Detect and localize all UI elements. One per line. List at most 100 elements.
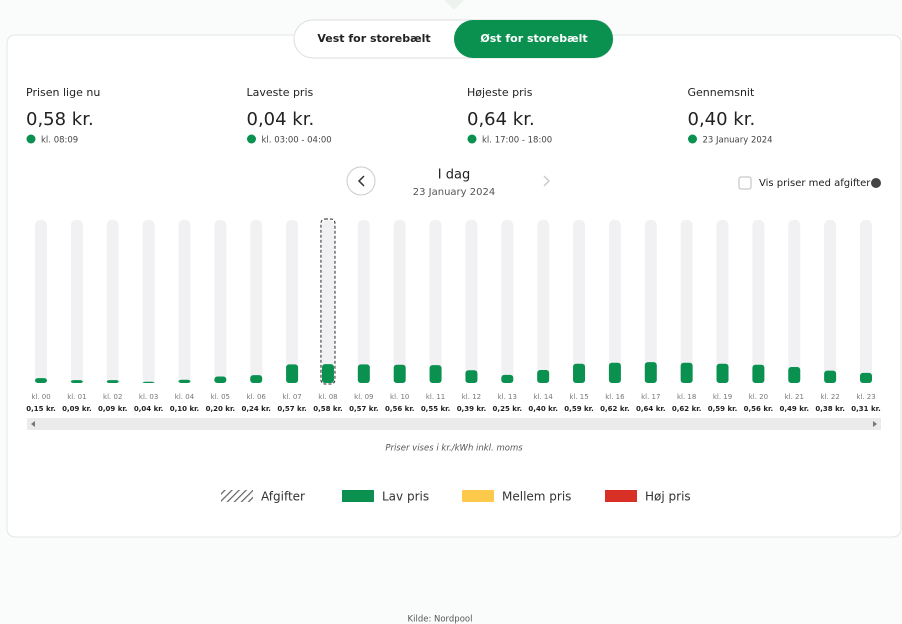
bar-track [680, 220, 693, 383]
x-tick-label: kl. 13 [498, 393, 517, 401]
legend-label: Afgifter [261, 490, 305, 504]
value-label: 0,57 kr. [349, 405, 378, 413]
value-label: 0,39 kr. [457, 405, 486, 413]
bar [35, 378, 47, 383]
bar [429, 365, 442, 383]
bar [752, 364, 765, 383]
value-label: 0,58 kr. [313, 405, 342, 413]
value-label: 0,04 kr. [134, 405, 163, 413]
bar [537, 369, 550, 383]
stat-value: 0,58 kr. [26, 109, 94, 130]
x-tick-label: kl. 04 [175, 393, 195, 401]
value-label: 0,59 kr. [708, 405, 737, 413]
bar [716, 363, 729, 383]
bar-track [608, 220, 621, 383]
bar-track [250, 220, 263, 383]
bar [286, 364, 299, 383]
legend-label: Lav pris [382, 490, 429, 504]
bar-track [573, 220, 586, 383]
info-icon[interactable] [871, 178, 881, 188]
checkbox[interactable] [738, 176, 752, 190]
stat-dot [688, 134, 697, 144]
bar [608, 362, 621, 383]
value-label: 0,10 kr. [170, 405, 199, 413]
x-tick-label: kl. 11 [426, 393, 445, 401]
bar [250, 375, 263, 383]
x-tick-label: kl. 07 [282, 393, 301, 401]
value-label: 0,31 kr. [851, 405, 880, 413]
bar [142, 381, 155, 383]
value-label: 0,49 kr. [780, 405, 809, 413]
bar [70, 380, 83, 383]
prev-icon [357, 175, 365, 187]
x-tick-label: kl. 19 [713, 393, 732, 401]
bar-track [178, 220, 191, 383]
x-tick-label: kl. 15 [569, 393, 588, 401]
bar [824, 370, 837, 383]
stat-value: 0,64 kr. [467, 109, 535, 130]
bar-track [501, 220, 514, 383]
x-tick-label: kl. 01 [67, 393, 86, 401]
bar [573, 363, 586, 383]
bar [357, 364, 370, 383]
bar-track [393, 220, 406, 383]
bar-track [465, 220, 478, 383]
bar [788, 367, 801, 383]
bar-track [860, 220, 872, 383]
x-tick-label: kl. 05 [211, 393, 230, 401]
active-tab[interactable] [454, 20, 613, 58]
x-tick-label: kl. 18 [677, 393, 696, 401]
stat-value: 0,40 kr. [688, 109, 756, 130]
value-label: 0,57 kr. [277, 405, 306, 413]
bar-track [106, 220, 119, 383]
value-label: 0,09 kr. [62, 405, 91, 413]
scrollbar[interactable] [27, 418, 881, 430]
tab-label[interactable]: Vest for storebælt [317, 32, 430, 45]
bar [465, 370, 478, 383]
bar-track [357, 220, 370, 383]
stat-label: Gennemsnit [688, 86, 755, 99]
stat-dot [467, 134, 477, 144]
prev-button[interactable] [346, 166, 376, 196]
x-tick-label: kl. 03 [139, 393, 158, 401]
tab-label[interactable]: Øst for storebælt [480, 32, 587, 45]
x-tick-label: kl. 23 [856, 393, 875, 401]
bar-track [788, 220, 801, 383]
x-tick-label: kl. 14 [533, 393, 553, 401]
pointer [444, 0, 464, 10]
stat-note: kl. 08:09 [41, 136, 78, 146]
x-tick-label: kl. 02 [103, 393, 122, 401]
selected-outline [320, 218, 336, 385]
bar [501, 374, 514, 383]
bar-track [644, 220, 657, 383]
x-tick-label: kl. 22 [820, 393, 839, 401]
bar [214, 376, 227, 383]
bar [178, 379, 191, 383]
value-label: 0,62 kr. [600, 405, 629, 413]
legend-swatch [342, 490, 374, 502]
bar-track [429, 220, 442, 383]
legend-label: Mellem pris [502, 490, 571, 504]
bar [644, 362, 657, 383]
value-label: 0,40 kr. [528, 405, 557, 413]
next-button[interactable] [543, 175, 551, 187]
value-label: 0,56 kr. [385, 405, 414, 413]
checkbox-label: Vis priser med afgifter [759, 178, 871, 189]
stat-note: kl. 17:00 - 18:00 [482, 136, 552, 146]
x-tick-label: kl. 20 [749, 393, 768, 401]
bar-track [752, 220, 765, 383]
x-tick-label: kl. 17 [641, 393, 660, 401]
value-label: 0,64 kr. [636, 405, 665, 413]
bar-track [321, 220, 334, 383]
bar-track [142, 220, 155, 383]
bar-track [214, 220, 227, 383]
stat-note: kl. 03:00 - 04:00 [262, 136, 332, 146]
value-label: 0,25 kr. [493, 405, 522, 413]
value-label: 0,38 kr. [815, 405, 844, 413]
x-tick-label: kl. 09 [354, 393, 373, 401]
legend-label: Høj pris [645, 490, 691, 504]
x-tick-label: kl. 16 [605, 393, 625, 401]
value-label: 0,09 kr. [98, 405, 127, 413]
value-label: 0,56 kr. [744, 405, 773, 413]
value-label: 0,24 kr. [241, 405, 270, 413]
